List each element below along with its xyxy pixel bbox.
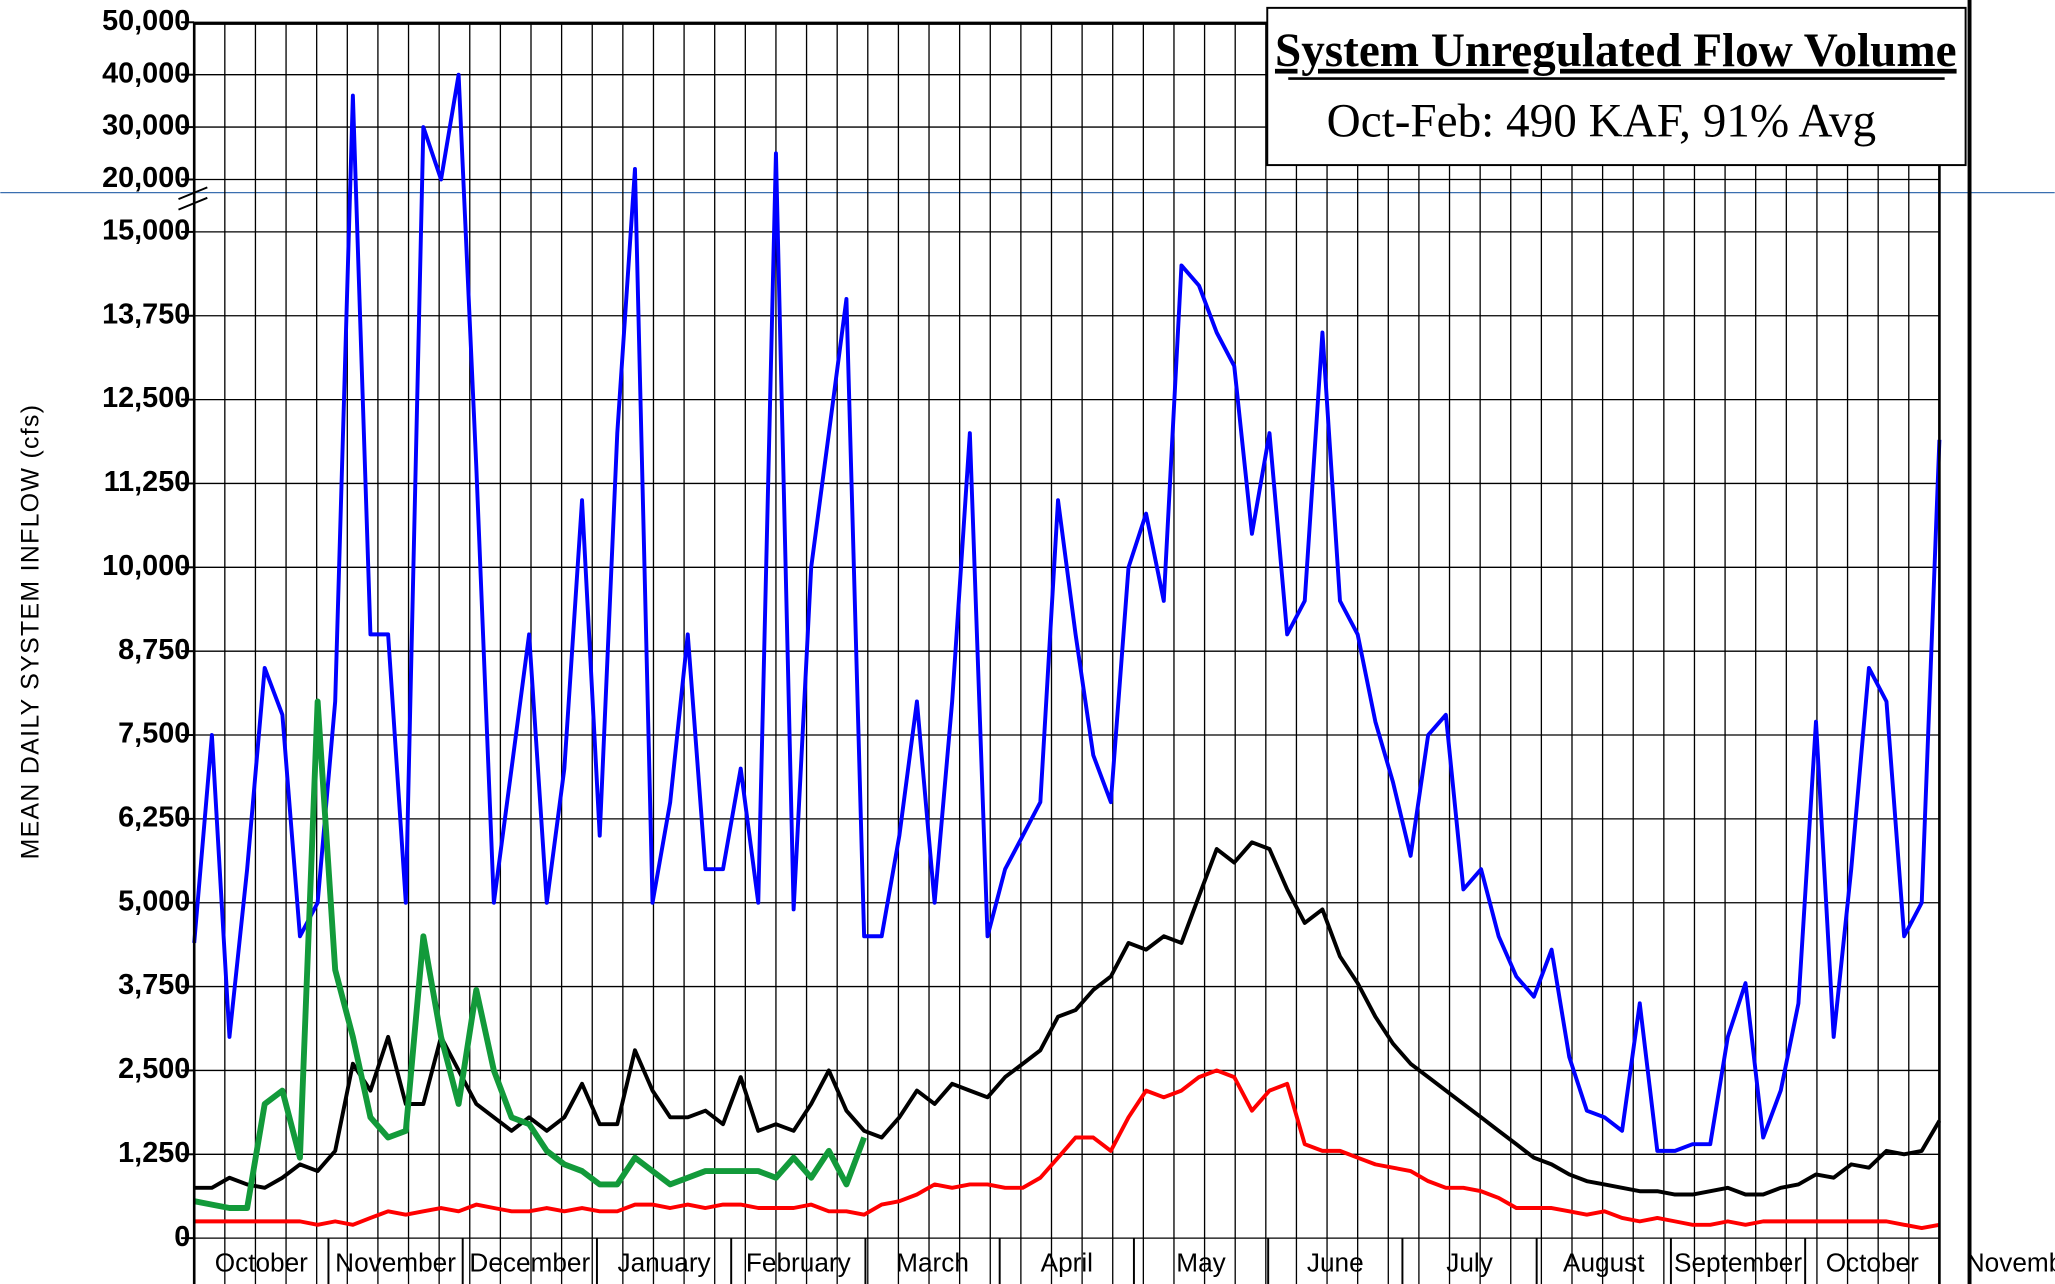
x-tick-label: December bbox=[469, 1247, 590, 1277]
y-tick-label: 40,000 bbox=[102, 57, 190, 89]
series-line bbox=[194, 1068, 1940, 1231]
chart-subtitle: Oct-Feb: 490 KAF, 91% Avg bbox=[1327, 96, 1876, 148]
x-tick-label: March bbox=[896, 1247, 969, 1277]
y-tick-label: 6,250 bbox=[118, 801, 190, 833]
y-tick-label: 10,000 bbox=[102, 550, 190, 582]
y-tick-label: 11,250 bbox=[104, 466, 191, 498]
y-tick-label: 13,750 bbox=[102, 298, 190, 330]
y-tick-label: 15,000 bbox=[102, 215, 190, 247]
y-tick-label: 5,000 bbox=[118, 885, 190, 917]
x-tick-label: November bbox=[1966, 1247, 2055, 1277]
x-tick-label: September bbox=[1674, 1247, 1802, 1277]
x-tick-label: July bbox=[1446, 1247, 1493, 1277]
chart-title: System Unregulated Flow Volume bbox=[1275, 25, 1957, 77]
series-line bbox=[193, 698, 867, 1211]
axis-break-mark bbox=[178, 186, 208, 201]
x-tick-label: January bbox=[617, 1247, 711, 1277]
x-tick-label: October bbox=[215, 1247, 308, 1277]
series-line bbox=[192, 72, 1942, 1153]
y-tick-label: 2,500 bbox=[118, 1053, 190, 1085]
y-tick-label: 50,000 bbox=[102, 5, 190, 37]
y-tick-label: 7,500 bbox=[118, 718, 190, 750]
y-tick-label: 8,750 bbox=[118, 634, 190, 666]
x-tick-label: April bbox=[1041, 1247, 1093, 1277]
y-tick-label: 20,000 bbox=[102, 162, 190, 194]
y-axis-label: MEAN DAILY SYSTEM INFLOW (cfs) bbox=[16, 404, 44, 860]
x-tick-label: May bbox=[1176, 1247, 1226, 1277]
x-tick-label: February bbox=[746, 1247, 852, 1277]
y-tick-label: 1,250 bbox=[118, 1137, 190, 1169]
axis-break-mark bbox=[178, 196, 208, 211]
x-tick-label: October bbox=[1826, 1247, 1919, 1277]
y-tick-label: 30,000 bbox=[102, 110, 190, 142]
x-tick-label: June bbox=[1307, 1247, 1364, 1277]
plot-frame bbox=[192, 22, 1941, 1284]
x-tick-label: August bbox=[1563, 1247, 1645, 1277]
x-tick-label: November bbox=[335, 1247, 456, 1277]
title-box bbox=[1266, 6, 1967, 167]
series-line bbox=[194, 840, 1942, 1197]
y-tick-label: 0 bbox=[174, 1221, 190, 1253]
y-tick-label: 12,500 bbox=[102, 382, 190, 414]
series-lines bbox=[192, 72, 1942, 1231]
y-tick-label: 3,750 bbox=[118, 969, 190, 1001]
